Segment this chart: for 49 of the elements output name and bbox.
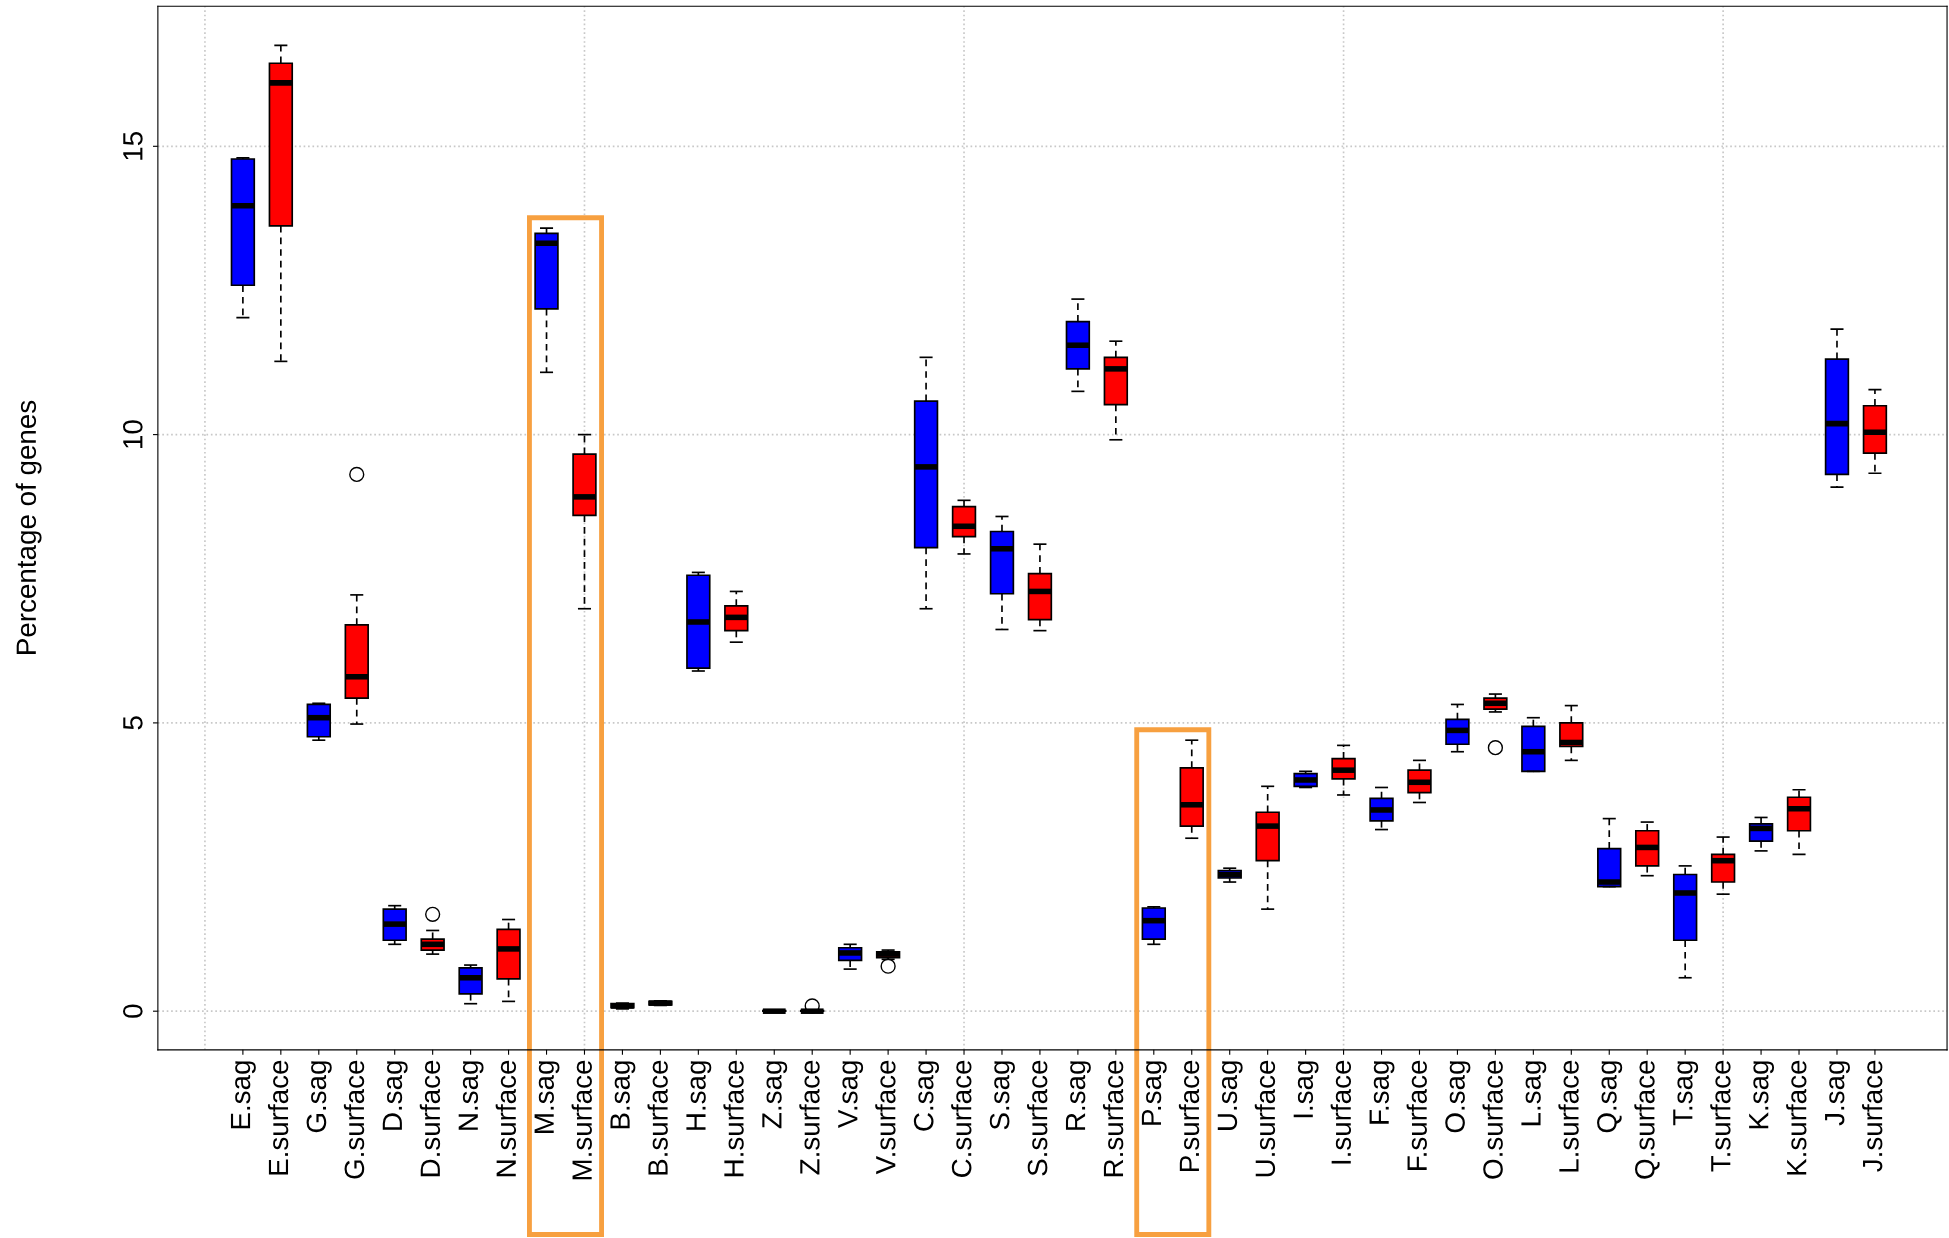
x-tick-label: M.surface [571, 1060, 592, 1180]
x-tick-label: D.sag [382, 1061, 408, 1130]
x-tick-label: V.sag [838, 1061, 864, 1128]
x-tick-label: S.surface [1027, 1060, 1048, 1176]
x-tick-label: K.sag [1749, 1061, 1775, 1129]
x-tick-label: B.sag [610, 1061, 636, 1129]
y-tick-label: 10 [122, 420, 143, 448]
x-tick-label: H.surface [723, 1060, 744, 1177]
x-tick-label: P.surface [1178, 1060, 1200, 1172]
x-tick-label: G.surface [343, 1060, 365, 1179]
x-tick-label: F.surface [1406, 1060, 1427, 1170]
x-tick-label: O.sag [1445, 1061, 1471, 1133]
x-tick-label: V.surface [875, 1060, 896, 1175]
x-tick-label: I.surface [1330, 1060, 1352, 1164]
x-tick-label: O.surface [1482, 1060, 1503, 1179]
y-tick-label: 15 [123, 132, 143, 160]
x-tick-label: R.sag [1065, 1061, 1091, 1130]
x-tick-label: L.sag [1521, 1061, 1547, 1126]
x-tick-label: N.surface [495, 1060, 517, 1177]
x-tick-label: G.sag [306, 1061, 332, 1133]
x-tick-label: I.sag [1293, 1061, 1319, 1118]
x-tick-label: M.sag [534, 1061, 560, 1133]
x-tick-label: N.sag [458, 1061, 484, 1130]
x-tick-label: S.sag [989, 1061, 1015, 1130]
y-tick-label: 5 [123, 716, 143, 730]
x-tick-label: J.sag [1825, 1061, 1850, 1126]
x-tick-label: T.surface [1710, 1060, 1731, 1172]
x-tick-label: C.sag [913, 1061, 940, 1131]
x-tick-label: E.sag [230, 1061, 256, 1129]
x-tick-label: Z.sag [762, 1061, 788, 1129]
x-tick-label: P.sag [1141, 1061, 1167, 1125]
x-tick-label: B.surface [647, 1060, 668, 1175]
x-tick-label: T.sag [1673, 1061, 1699, 1126]
x-tick-label: F.sag [1369, 1061, 1395, 1124]
x-tick-label: J.surface [1862, 1060, 1883, 1172]
x-tick-label: Z.surface [799, 1060, 820, 1175]
y-axis-title: Percentage of genes [15, 400, 42, 654]
x-tick-label: H.sag [686, 1061, 712, 1130]
x-tick-label: U.surface [1254, 1060, 1276, 1177]
x-tick-label: R.surface [1102, 1060, 1124, 1177]
x-tick-label: Q.sag [1597, 1061, 1623, 1133]
x-tick-label: D.surface [419, 1060, 441, 1177]
x-tick-label: E.surface [267, 1060, 289, 1175]
x-tick-label: L.surface [1558, 1060, 1579, 1172]
x-tick-label: C.surface [951, 1060, 972, 1177]
x-tick-label: U.sag [1217, 1061, 1243, 1130]
x-tick-label: K.surface [1786, 1060, 1807, 1175]
y-tick-label: 0 [122, 1004, 143, 1018]
x-tick-label: Q.surface [1634, 1060, 1660, 1179]
